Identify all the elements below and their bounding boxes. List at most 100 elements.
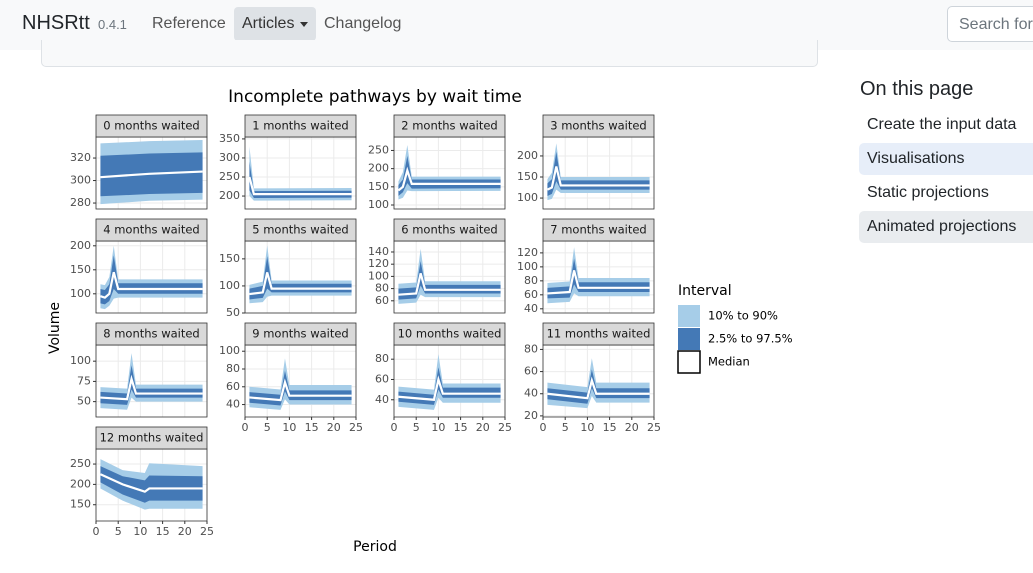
- y-tick-label: 100: [517, 191, 538, 204]
- y-tick-label: 60: [226, 380, 240, 393]
- strip: [95, 322, 208, 346]
- y-tick-label: 60: [375, 294, 389, 307]
- y-tick-label: 140: [368, 245, 389, 258]
- facet-panel: 8 months waited 50 75 100: [70, 322, 208, 418]
- facet-panel: 11 months waited 20 40 60 80 0 5 10 15 20 25: [524, 322, 661, 434]
- strip: [244, 322, 357, 346]
- y-tick-label: 150: [368, 180, 389, 193]
- y-tick-label: 120: [368, 257, 389, 270]
- median-line: [397, 166, 501, 192]
- strip: [542, 114, 655, 138]
- y-tick-label: 100: [219, 344, 240, 357]
- y-tick-label: 100: [70, 354, 91, 367]
- ribbon: [249, 370, 352, 406]
- strip: [95, 218, 208, 242]
- x-tick-label: 20: [327, 421, 341, 434]
- median-line: [546, 166, 650, 191]
- legend-key: [678, 305, 700, 327]
- panel-background: [394, 137, 505, 209]
- x-tick-label: 20: [476, 421, 490, 434]
- nav-link[interactable]: Reference: [152, 15, 226, 32]
- chart-title: Incomplete pathways by wait time: [228, 87, 522, 107]
- x-tick-label: 10: [580, 421, 594, 434]
- x-axis-label: Period: [353, 539, 397, 555]
- strip-label: 3 months waited: [550, 119, 646, 133]
- x-tick-label: 0: [540, 421, 547, 434]
- x-tick-label: 0: [391, 421, 398, 434]
- x-tick-label: 0: [242, 421, 249, 434]
- median-line: [547, 376, 650, 400]
- y-tick-label: 150: [70, 498, 91, 511]
- y-tick-label: 200: [70, 477, 91, 490]
- y-tick-label: 100: [368, 198, 389, 211]
- toc-item-active[interactable]: Visualisations: [859, 143, 1033, 175]
- y-tick-label: 80: [524, 342, 538, 355]
- y-tick-label: 150: [219, 252, 240, 265]
- x-tick-label: 0: [93, 525, 100, 538]
- facet-panel: 10 months waited 40 60 80 0 5 10 15 20 25: [375, 322, 512, 434]
- y-tick-label: 350: [219, 132, 240, 145]
- ribbon: [100, 365, 203, 405]
- x-tick-label: 20: [178, 525, 192, 538]
- x-tick-label: 5: [413, 421, 420, 434]
- median-line: [398, 375, 501, 401]
- y-tick-label: 200: [368, 162, 389, 175]
- facet-panel: 12 months waited 150 200 250 0 5 10 15 20 25: [70, 426, 214, 538]
- caret: [300, 22, 308, 27]
- ribbon: [100, 466, 203, 503]
- legend-label: Median: [708, 355, 750, 369]
- x-tick-label: 15: [603, 421, 617, 434]
- strip-label: 1 months waited: [252, 119, 348, 133]
- median-line: [100, 374, 203, 401]
- x-tick-label: 25: [200, 525, 214, 538]
- facet-panel: 2 months waited 100 150 200 250: [368, 114, 506, 211]
- y-tick-label: 250: [70, 457, 91, 470]
- nav-dropdown[interactable]: Articles: [234, 7, 317, 41]
- median-line: [249, 378, 352, 402]
- strip: [393, 322, 506, 346]
- strip-label: 4 months waited: [103, 223, 199, 237]
- legend-key: [678, 328, 700, 350]
- y-tick-label: 40: [524, 387, 538, 400]
- panel-background: [543, 137, 654, 209]
- y-axis-label: Volume: [47, 302, 63, 354]
- strip-label: 11 months waited: [547, 327, 651, 341]
- nav-link[interactable]: Changelog: [324, 15, 402, 32]
- strip-label: 2 months waited: [401, 119, 497, 133]
- facet-panel: 5 months waited 50 100 150: [219, 218, 357, 319]
- y-tick-label: 100: [219, 279, 240, 292]
- x-tick-label: 5: [264, 421, 271, 434]
- y-tick-label: 40: [375, 393, 389, 406]
- toc-item[interactable]: Create the input data: [867, 116, 1017, 133]
- y-tick-label: 100: [517, 260, 538, 273]
- y-tick-label: 200: [517, 149, 538, 162]
- strip-label: 9 months waited: [252, 327, 348, 341]
- y-tick-label: 20: [524, 409, 538, 422]
- y-tick-label: 300: [219, 151, 240, 164]
- strip: [95, 114, 208, 138]
- ribbon: [547, 369, 650, 404]
- search-box[interactable]: Search for: [947, 6, 1033, 42]
- y-tick-label: 80: [375, 352, 389, 365]
- legend-label: 10% to 90%: [708, 309, 778, 323]
- facet-panel: 3 months waited 100 150 200: [517, 114, 655, 210]
- y-tick-label: 80: [226, 362, 240, 375]
- strip: [393, 114, 506, 138]
- strip-label: 5 months waited: [252, 223, 348, 237]
- toc-item[interactable]: Static projections: [867, 184, 989, 201]
- strip: [244, 114, 357, 138]
- facet-panel: 0 months waited 280 300 320: [70, 114, 208, 210]
- brand[interactable]: NHSRtt: [22, 12, 90, 34]
- toc-item[interactable]: Animated projections: [859, 211, 1033, 243]
- y-tick-label: 250: [368, 143, 389, 156]
- ribbon: [398, 367, 501, 405]
- x-tick-label: 5: [115, 525, 122, 538]
- y-tick-label: 150: [70, 263, 91, 276]
- panel-background: [543, 345, 654, 417]
- x-tick-label: 20: [625, 421, 639, 434]
- y-tick-label: 320: [70, 151, 91, 164]
- x-tick-label: 10: [431, 421, 445, 434]
